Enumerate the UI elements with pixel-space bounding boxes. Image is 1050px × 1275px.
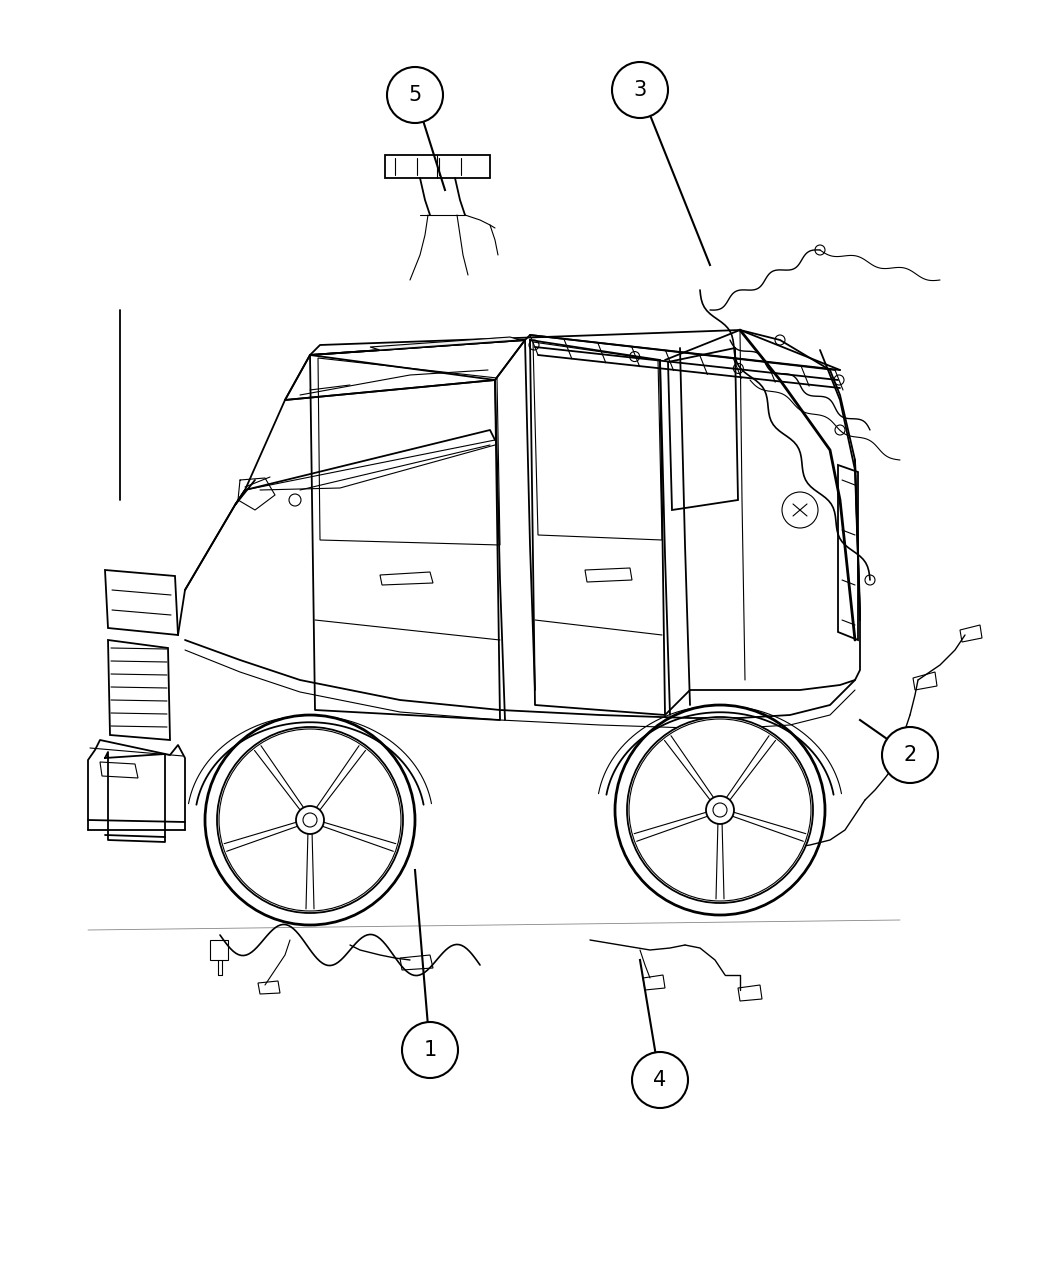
Circle shape <box>296 806 324 834</box>
Text: 4: 4 <box>653 1070 667 1090</box>
Circle shape <box>835 425 845 435</box>
Text: 5: 5 <box>408 85 422 105</box>
Text: 1: 1 <box>423 1040 437 1060</box>
Circle shape <box>402 1023 458 1077</box>
Polygon shape <box>370 337 520 351</box>
Circle shape <box>612 62 668 119</box>
Circle shape <box>217 727 403 913</box>
Circle shape <box>529 340 539 351</box>
Circle shape <box>865 575 875 585</box>
Circle shape <box>289 493 301 506</box>
Circle shape <box>882 727 938 783</box>
Text: 3: 3 <box>633 80 647 99</box>
Circle shape <box>387 68 443 122</box>
Text: 2: 2 <box>903 745 917 765</box>
Circle shape <box>815 245 825 255</box>
Circle shape <box>706 796 734 824</box>
Circle shape <box>834 375 844 385</box>
Circle shape <box>733 363 743 374</box>
Circle shape <box>775 335 785 346</box>
Circle shape <box>627 717 813 903</box>
Polygon shape <box>385 156 490 178</box>
Circle shape <box>632 1052 688 1108</box>
Circle shape <box>630 352 639 362</box>
